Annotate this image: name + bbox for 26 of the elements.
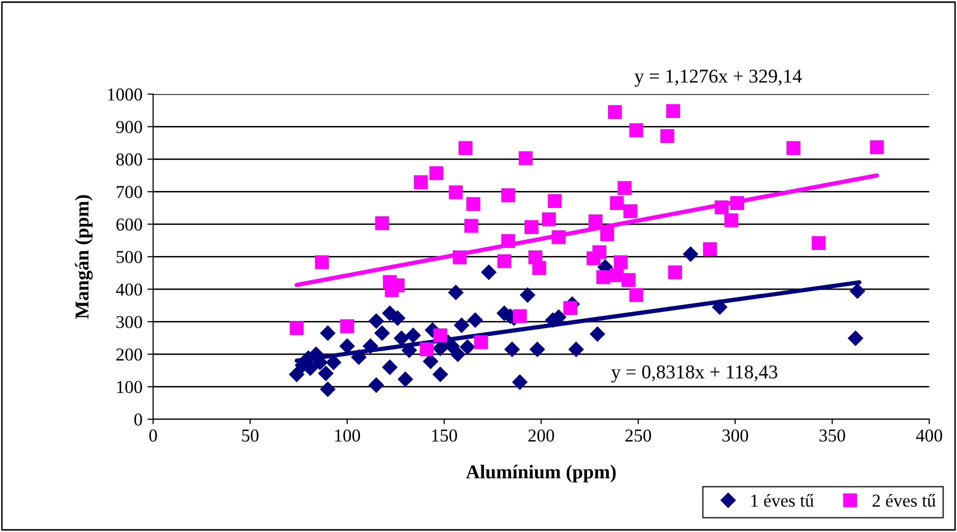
y-tick-label: 1000: [108, 88, 142, 101]
y-tick-label: 900: [116, 120, 142, 134]
annotation: y = 0,8318x + 118,43: [611, 365, 778, 383]
x-tick-label: 150: [432, 429, 458, 442]
x-tick-label: 200: [528, 429, 554, 442]
y-tick-label: 700: [116, 186, 142, 198]
x-tick-label: 350: [820, 429, 846, 442]
x-tick-label: 300: [722, 429, 748, 442]
y-tick-label: 800: [116, 153, 142, 166]
text: y = 1,1276x + 329,14: [634, 70, 802, 87]
y-tick-label: 0: [134, 413, 142, 426]
x-tick-label: 100: [335, 429, 360, 442]
x-tick-label: 50: [242, 429, 258, 442]
y-tick-label: 200: [116, 348, 142, 361]
x-tick-label: 0: [149, 429, 157, 442]
legend-label: 1 éves tű: [751, 494, 814, 507]
y-tick-label: 300: [116, 316, 142, 328]
y-tick-label: 500: [116, 250, 142, 264]
x-axis-title: Alumínium (ppm): [466, 464, 616, 482]
x-tick-label: 400: [916, 429, 942, 442]
y-tick-label: 100: [117, 380, 142, 394]
legend-label: 2 éves tű: [872, 494, 936, 507]
x-tick-label: 250: [625, 429, 652, 442]
y-tick-label: 400: [116, 283, 142, 296]
y-tick-label: 600: [116, 218, 142, 231]
y-axis-title: Mangán (ppm): [74, 195, 93, 319]
